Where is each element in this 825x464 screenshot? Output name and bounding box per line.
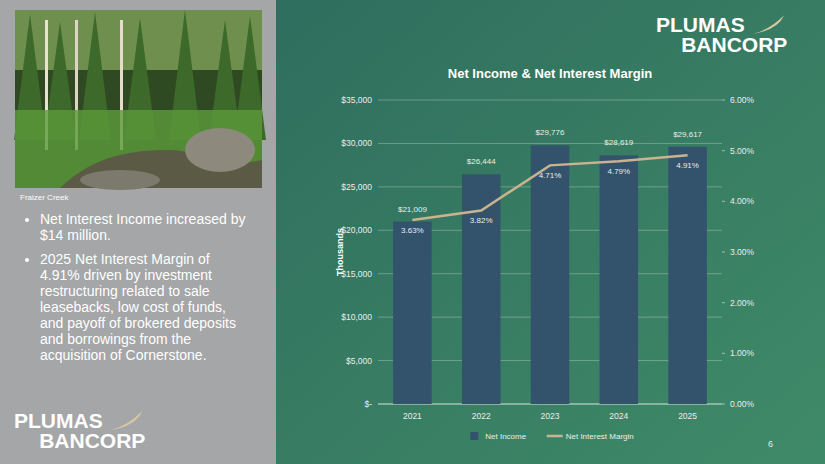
bullet: Net Interest Income increased by $14 mil… (40, 211, 250, 243)
legend-swatch (547, 435, 563, 438)
legend-label: Net Interest Margin (566, 432, 634, 441)
bar (531, 145, 570, 404)
y-axis-title: Thousands (335, 228, 345, 276)
y2-tick-label: 5.00% (730, 146, 755, 156)
axes: $- $5,000 $10,000 $15,000 $20,000 $25,000 $30,… (335, 95, 755, 421)
legend-item: Net Income (470, 432, 526, 441)
y-tick-label: $20,000 (341, 225, 372, 235)
bullets: Net Interest Income increased by $14 mil… (22, 211, 250, 363)
x-tick-label: 2025 (678, 411, 697, 421)
bar (600, 155, 639, 404)
y2-tick (722, 404, 725, 405)
y2-tick (722, 100, 725, 101)
slide: Fraizer Creek PLUMASBANCORP PLUMASBANCORP 6… (0, 0, 825, 464)
marks (393, 145, 707, 404)
bar-label: $29,617 (673, 130, 702, 139)
logo-wing (753, 15, 785, 34)
left-panel (0, 0, 276, 464)
logo-text: BANCORP (39, 429, 145, 452)
y2-tick (722, 201, 725, 202)
y2-tick-label: 4.00% (730, 196, 755, 206)
bar (393, 222, 432, 404)
x-tick-label: 2021 (403, 411, 422, 421)
chart-title: Net Income & Net Interest Margin (448, 66, 652, 81)
page-number: 6 (768, 439, 773, 449)
line-label: 4.79% (607, 167, 630, 176)
line (412, 155, 687, 220)
legend-label: Net Income (485, 432, 526, 441)
photo (14, 10, 266, 190)
y2-tick-label: 2.00% (730, 298, 755, 308)
y-tick-label: $10,000 (341, 312, 372, 322)
x-tick-label: 2024 (609, 411, 628, 421)
line-label: 3.82% (470, 216, 493, 225)
logo: PLUMASBANCORP (14, 409, 145, 452)
y2-tick-label: 6.00% (730, 95, 755, 105)
y-tick-label: $15,000 (341, 269, 372, 279)
grid-line (378, 143, 722, 144)
legend-swatch (470, 432, 478, 440)
chart: Net Income & Net Interest Margin $- $5,000… (335, 66, 755, 441)
logo: PLUMASBANCORP (656, 13, 787, 56)
bar (668, 147, 707, 404)
line-label: 3.63% (401, 226, 424, 235)
bar-label: $29,776 (536, 128, 565, 137)
y2-tick-label: 3.00% (730, 247, 755, 257)
y-tick-label: $25,000 (341, 182, 372, 192)
y-tick-label: $- (364, 399, 372, 409)
data-labels: $21,009 $26,444 $29,776 $28,619 $29,617 3.63%… (398, 128, 703, 235)
legend: Net Income Net Interest Margin (470, 432, 633, 441)
y2-tick-label: 0.00% (730, 399, 755, 409)
logo-text: BANCORP (681, 33, 787, 56)
bar-label: $21,009 (398, 205, 427, 214)
x-tick-label: 2023 (541, 411, 560, 421)
logo-wing (111, 411, 143, 430)
bar-label: $26,444 (467, 157, 496, 166)
y-tick-label: $30,000 (341, 138, 372, 148)
y2-tick-label: 1.00% (730, 348, 755, 358)
y-tick-label: $35,000 (341, 95, 372, 105)
y-tick-label: $5,000 (346, 356, 372, 366)
y2-tick (722, 150, 725, 151)
y2-tick (722, 252, 725, 253)
legend-item: Net Interest Margin (547, 432, 634, 441)
y2-tick (722, 302, 725, 303)
grid-line (378, 100, 722, 101)
y2-tick (722, 353, 725, 354)
right-panel (276, 0, 825, 464)
bar (462, 174, 501, 404)
x-tick-label: 2022 (472, 411, 491, 421)
line-label: 4.91% (676, 161, 699, 170)
bar-label: $28,619 (604, 138, 633, 147)
photo-rock (80, 170, 160, 190)
photo-rock (185, 128, 255, 172)
bullet-list: Net Interest Income increased by $14 mil… (22, 211, 250, 371)
line-label: 4.71% (539, 171, 562, 180)
photo-bg (15, 10, 262, 188)
photo-caption: Fraizer Creek (20, 193, 69, 202)
bullet: 2025 Net Interest Margin of 4.91% driven… (40, 251, 250, 363)
